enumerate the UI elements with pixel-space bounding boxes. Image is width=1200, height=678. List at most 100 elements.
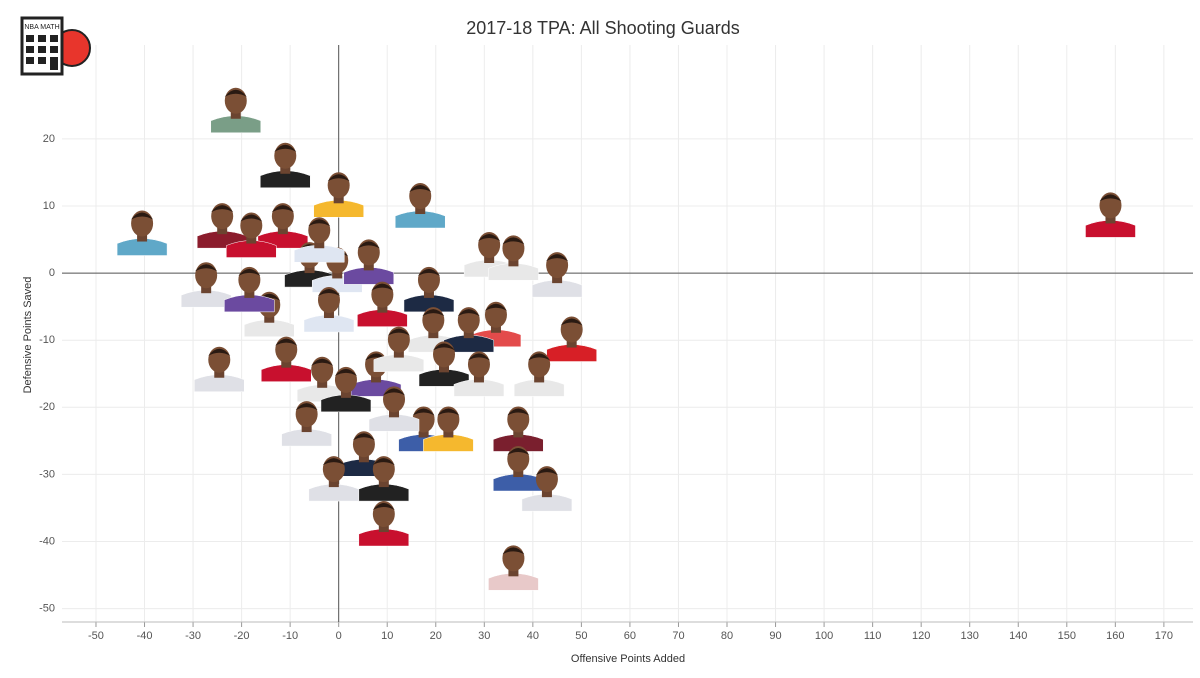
x-axis-title: Offensive Points Added bbox=[571, 653, 685, 665]
x-tick-label: 150 bbox=[1058, 630, 1076, 642]
player-neck bbox=[484, 255, 495, 264]
player-hair bbox=[409, 185, 432, 193]
player-point bbox=[493, 446, 544, 492]
player-hair bbox=[433, 343, 456, 351]
player-hair bbox=[240, 214, 263, 222]
player-point bbox=[320, 366, 372, 413]
player-point bbox=[488, 545, 539, 591]
player-point bbox=[358, 501, 410, 547]
player-hair bbox=[131, 212, 154, 220]
y-tick-label: -30 bbox=[39, 468, 55, 480]
player-neck bbox=[332, 270, 343, 279]
x-tick-label: 160 bbox=[1106, 630, 1124, 642]
player-hair bbox=[258, 293, 281, 301]
player-neck bbox=[304, 265, 315, 274]
player-neck bbox=[280, 165, 291, 174]
player-point bbox=[493, 406, 544, 452]
x-tick-label: 0 bbox=[336, 630, 342, 642]
player-neck bbox=[358, 454, 369, 463]
player-point bbox=[308, 456, 360, 502]
player-hair bbox=[238, 268, 261, 276]
player-neck bbox=[328, 479, 339, 488]
player-neck bbox=[333, 195, 344, 204]
player-hair bbox=[195, 264, 218, 272]
player-neck bbox=[244, 289, 255, 298]
player-point bbox=[261, 336, 312, 382]
player-hair bbox=[383, 388, 406, 396]
player-point bbox=[403, 266, 455, 313]
player-neck bbox=[508, 258, 519, 267]
x-tick-label: -30 bbox=[185, 630, 201, 642]
player-hair bbox=[478, 234, 501, 242]
y-tick-label: -40 bbox=[39, 535, 55, 547]
y-axis-title: Defensive Points Saved bbox=[22, 277, 34, 394]
player-neck bbox=[246, 235, 257, 244]
player-neck bbox=[301, 424, 312, 433]
player-point bbox=[521, 466, 573, 512]
player-point bbox=[513, 351, 565, 397]
player-hair bbox=[322, 458, 345, 466]
player-hair bbox=[371, 283, 394, 291]
x-tick-label: 100 bbox=[815, 630, 833, 642]
player-hair bbox=[208, 348, 231, 356]
player-neck bbox=[513, 429, 524, 438]
x-tick-label: 130 bbox=[961, 630, 979, 642]
player-neck bbox=[363, 262, 374, 271]
player-neck bbox=[201, 285, 212, 294]
player-point bbox=[358, 456, 410, 502]
player-neck bbox=[378, 479, 389, 488]
x-tick-label: 110 bbox=[864, 630, 882, 642]
player-neck bbox=[439, 364, 450, 373]
x-tick-label: 30 bbox=[478, 630, 490, 642]
player-neck bbox=[534, 374, 545, 383]
x-tick-label: 40 bbox=[527, 630, 539, 642]
player-point bbox=[210, 87, 262, 134]
x-tick-label: 50 bbox=[575, 630, 587, 642]
player-point bbox=[180, 262, 232, 308]
player-hair bbox=[437, 408, 460, 416]
x-tick-label: -20 bbox=[234, 630, 250, 642]
y-tick-label: -20 bbox=[39, 401, 55, 413]
player-neck bbox=[566, 339, 577, 348]
player-neck bbox=[277, 226, 288, 235]
player-neck bbox=[378, 524, 389, 533]
logo-keys bbox=[26, 35, 58, 70]
player-hair bbox=[560, 318, 583, 326]
player-hair bbox=[387, 328, 410, 336]
y-tick-label: -50 bbox=[39, 602, 55, 614]
player-hair bbox=[372, 503, 395, 511]
y-tick-label: 10 bbox=[43, 200, 55, 212]
x-tick-label: 80 bbox=[721, 630, 733, 642]
player-neck bbox=[314, 240, 325, 249]
player-hair bbox=[334, 368, 357, 376]
player-point bbox=[260, 142, 311, 189]
x-tick-label: -10 bbox=[282, 630, 298, 642]
player-point bbox=[418, 341, 470, 387]
player-hair bbox=[467, 353, 490, 361]
player-hair bbox=[295, 403, 318, 411]
player-neck bbox=[323, 310, 334, 319]
player-point bbox=[373, 326, 425, 372]
player-neck bbox=[552, 275, 563, 284]
player-point bbox=[546, 316, 597, 362]
player-hair bbox=[365, 353, 388, 361]
player-hair bbox=[412, 408, 435, 416]
player-point bbox=[194, 346, 245, 392]
player-hair bbox=[271, 205, 294, 213]
player-neck bbox=[264, 314, 275, 323]
player-hair bbox=[357, 241, 380, 249]
player-hair bbox=[224, 89, 247, 97]
player-neck bbox=[1105, 215, 1116, 224]
player-neck bbox=[389, 409, 400, 418]
x-tick-label: 60 bbox=[624, 630, 636, 642]
x-tick-label: 70 bbox=[672, 630, 684, 642]
x-tick-label: 140 bbox=[1009, 630, 1027, 642]
player-neck bbox=[415, 206, 426, 215]
player-hair bbox=[422, 309, 445, 317]
player-hair bbox=[308, 219, 331, 227]
player-point bbox=[394, 183, 446, 229]
player-neck bbox=[428, 330, 439, 339]
player-neck bbox=[508, 568, 519, 577]
player-hair bbox=[211, 205, 234, 213]
